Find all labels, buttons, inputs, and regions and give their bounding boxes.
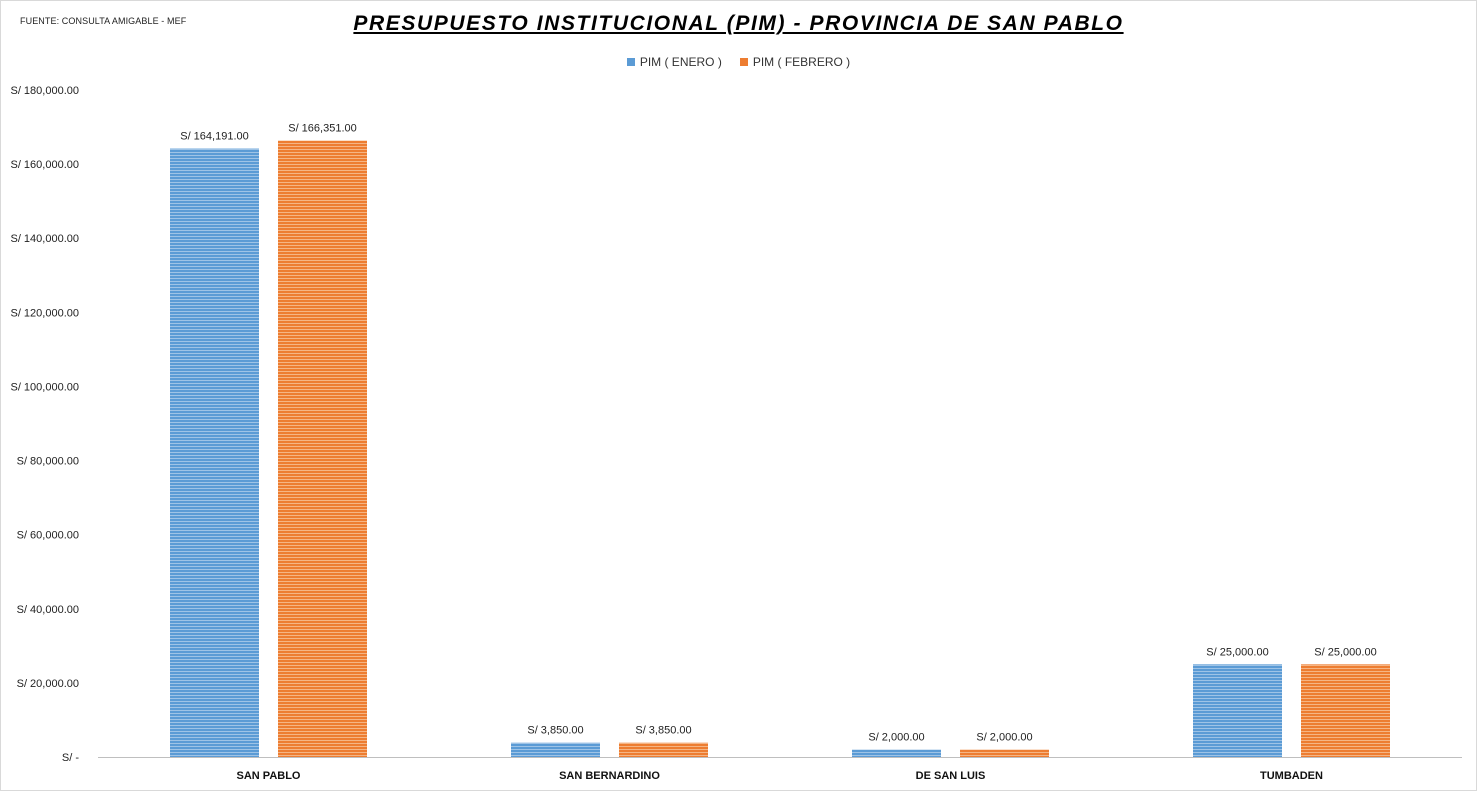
bars: [170, 140, 1390, 758]
bar-febrero: [619, 742, 708, 757]
x-axis-categories: SAN PABLO SAN BERNARDINO DE SAN LUIS TUMBAD…: [237, 770, 1324, 782]
legend-label-enero: PIM ( ENERO ): [639, 55, 722, 69]
legend-swatch-enero: [626, 58, 635, 66]
bar-data-label: S/ 164,191.00: [180, 131, 249, 143]
y-tick-label: S/ 180,000.00: [10, 85, 79, 97]
y-tick-label: S/ 80,000.00: [17, 456, 79, 468]
bar-data-label: S/ 3,850.00: [527, 725, 583, 737]
source-note: FUENTE: CONSULTA AMIGABLE - MEF: [20, 16, 187, 26]
y-tick-label: S/ 20,000.00: [17, 678, 79, 690]
bar-data-label: S/ 166,351.00: [288, 123, 357, 135]
y-tick-label: S/ 60,000.00: [17, 530, 79, 542]
legend-item-febrero: PIM ( FEBRERO ): [739, 55, 851, 69]
bar-enero: [511, 742, 600, 757]
chart-title: PRESUPUESTO INSTITUCIONAL (PIM) - PROVIN…: [353, 12, 1124, 35]
category-label: SAN BERNARDINO: [559, 770, 660, 782]
legend: PIM ( ENERO ) PIM ( FEBRERO ): [0, 55, 1477, 69]
y-tick-label: S/ 140,000.00: [10, 233, 79, 245]
category-label: TUMBADEN: [1260, 770, 1323, 782]
bar-data-label: S/ 25,000.00: [1314, 646, 1376, 658]
y-tick-label: S/ 120,000.00: [10, 307, 79, 319]
y-axis-ticks: S/ - S/ 20,000.00 S/ 40,000.00 S/ 60,000.00…: [10, 85, 79, 764]
y-tick-label: S/ 160,000.00: [10, 159, 79, 171]
data-labels: S/ 164,191.00 S/ 166,351.00 S/ 3,850.00 S/ …: [180, 123, 1376, 744]
bar-febrero: [1301, 664, 1390, 757]
legend-label-febrero: PIM ( FEBRERO ): [752, 55, 851, 69]
bar-data-label: S/ 2,000.00: [868, 732, 924, 744]
legend-item-enero: PIM ( ENERO ): [626, 55, 722, 69]
legend-swatch-febrero: [739, 58, 748, 66]
bar-data-label: S/ 25,000.00: [1206, 646, 1268, 658]
bar-enero: [170, 148, 259, 758]
bar-enero: [852, 749, 941, 757]
bar-enero: [1193, 664, 1282, 757]
bar-data-label: S/ 2,000.00: [976, 732, 1032, 744]
bar-febrero: [278, 140, 367, 757]
bar-data-label: S/ 3,850.00: [635, 725, 691, 737]
category-label: SAN PABLO: [237, 770, 301, 782]
bar-febrero: [960, 749, 1049, 757]
y-tick-label: S/ 100,000.00: [10, 381, 79, 393]
category-label: DE SAN LUIS: [916, 770, 986, 782]
y-tick-label: S/ 40,000.00: [17, 604, 79, 616]
y-tick-label: S/ -: [62, 752, 79, 764]
